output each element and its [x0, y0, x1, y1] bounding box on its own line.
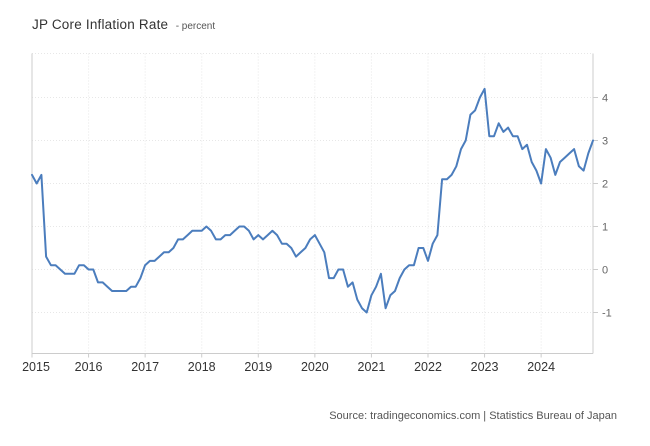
chart-title: JP Core Inflation Rate - percent — [32, 16, 215, 34]
y-axis-label: 1 — [602, 222, 608, 234]
x-axis-label: 2024 — [527, 360, 555, 374]
x-axis-label: 2020 — [301, 360, 329, 374]
y-axis-label: -1 — [602, 308, 612, 320]
x-axis-label: 2015 — [22, 360, 50, 374]
x-axis-label: 2021 — [358, 360, 386, 374]
y-axis-label: 2 — [602, 179, 608, 191]
source-attribution: Source: tradingeconomics.com | Statistic… — [329, 410, 617, 422]
chart-unit-label: - percent — [175, 21, 216, 32]
series-line[interactable] — [31, 87, 594, 314]
y-axis-label: 4 — [602, 93, 608, 105]
x-axis-label: 2017 — [131, 360, 159, 374]
x-axis-label: 2023 — [471, 360, 499, 374]
x-axis-label: 2016 — [75, 360, 103, 374]
y-axis-label: 3 — [602, 136, 608, 148]
x-axis-label: 2019 — [244, 360, 272, 374]
x-axis-label: 2022 — [414, 360, 442, 374]
x-axis-label: 2018 — [188, 360, 216, 374]
chart-title-text: JP Core Inflation Rate — [32, 17, 169, 32]
y-axis-label: 0 — [602, 265, 608, 277]
